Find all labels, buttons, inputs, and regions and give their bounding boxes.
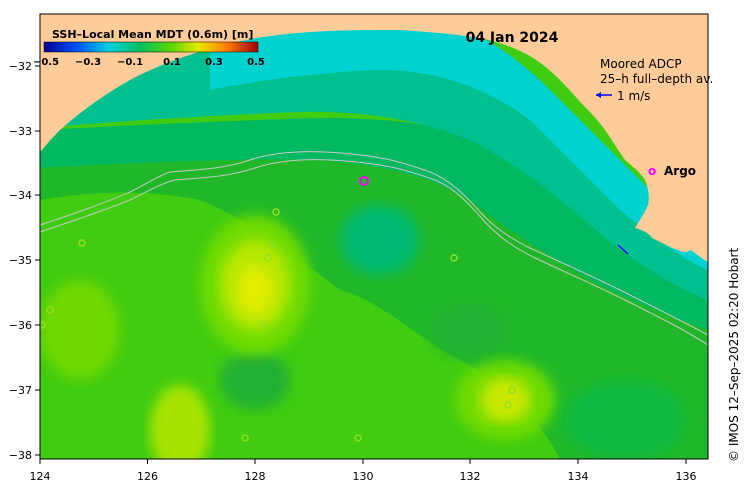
adcp-legend-title: Moored ADCP: [600, 57, 682, 71]
argo-float: [46, 306, 54, 314]
argo-float: [40, 321, 46, 329]
bathymetry-contour-2: [40, 159, 708, 346]
argo-float: [259, 321, 267, 329]
cyan-shelf-band: [210, 14, 708, 270]
green-eddy-1: [220, 350, 290, 410]
x-tick-label: 134: [568, 470, 589, 483]
argo-float: [241, 434, 249, 442]
y-axis: [35, 65, 40, 456]
colorbar-gradient: [43, 41, 259, 53]
argo-float: [268, 241, 276, 249]
argo-legend: o Argo: [648, 164, 696, 178]
west-eddy: [40, 280, 120, 380]
adcp-legend-subtitle: 25–h full–depth av.: [600, 72, 713, 86]
teal-band: [40, 50, 708, 300]
argo-float-recent: [359, 176, 369, 186]
colorbar-tick-label: 0.1: [163, 57, 181, 68]
adcp-arrow-head: [596, 92, 601, 98]
teal-eddy-1: [340, 205, 420, 275]
y-axis-labels: −32 −33 −34 −35 −36 −37 −38: [9, 60, 32, 462]
argo-float: [504, 401, 512, 409]
colorbar-title: SSH–Local Mean MDT (0.6m) [m]: [52, 28, 253, 41]
teal-green-band: [40, 118, 708, 330]
credit-text: © IMOS 12–Sep–2025 02:20 Hobart: [727, 248, 741, 462]
argo-legend-label: Argo: [664, 164, 696, 178]
colorbar-tick-label: −0.5: [33, 57, 59, 68]
argo-float: [264, 254, 272, 262]
argo-float: [508, 386, 516, 394]
southeast-eddy: [565, 380, 685, 459]
x-axis: [39, 459, 687, 464]
map-plot-area: [40, 14, 708, 459]
x-axis-labels: 124 126 128 130 132 134 136: [30, 470, 697, 483]
warm-eddy-east-core: [480, 378, 530, 422]
map-date: 04 Jan 2024: [466, 30, 559, 46]
argo-float: [450, 254, 458, 262]
argo-float: [78, 239, 86, 247]
land-mass: [40, 14, 708, 262]
colorbar: SSH–Local Mean MDT (0.6m) [m] −0.5 −0.3 …: [33, 28, 265, 68]
warm-eddy-core: [237, 265, 273, 315]
x-tick-label: 128: [245, 470, 266, 483]
x-tick-label: 130: [353, 470, 374, 483]
x-tick-label: 126: [137, 470, 158, 483]
y-tick-label: −34: [9, 189, 32, 202]
x-tick-label: 132: [460, 470, 481, 483]
y-tick-label: −38: [9, 449, 32, 462]
y-tick-label: −33: [9, 125, 32, 138]
adcp-scale-label: 1 m/s: [617, 89, 650, 103]
y-tick-label: −37: [9, 384, 32, 397]
green-eddy-2: [430, 302, 510, 358]
argo-float: [354, 434, 362, 442]
y-tick-label: −35: [9, 254, 32, 267]
y-tick-label: −32: [9, 60, 32, 73]
argo-legend-symbol: o: [648, 164, 656, 178]
x-tick-label: 136: [676, 470, 697, 483]
x-tick-label: 124: [30, 470, 51, 483]
adcp-current-arrow: [617, 244, 629, 255]
colorbar-tick-label: −0.1: [117, 57, 143, 68]
colorbar-tick-label: 0.5: [247, 57, 265, 68]
warm-eddy-south: [150, 385, 210, 459]
y-tick-label: −36: [9, 319, 32, 332]
colorbar-tick-label: 0.3: [205, 57, 223, 68]
bathymetry-contour-1: [40, 151, 708, 336]
colorbar-tick-label: −0.3: [75, 57, 101, 68]
argo-float: [272, 208, 280, 216]
plot-frame: [39, 13, 709, 460]
adcp-legend: Moored ADCP 25–h full–depth av. 1 m/s: [596, 57, 713, 103]
argo-float-markers: [40, 208, 516, 442]
